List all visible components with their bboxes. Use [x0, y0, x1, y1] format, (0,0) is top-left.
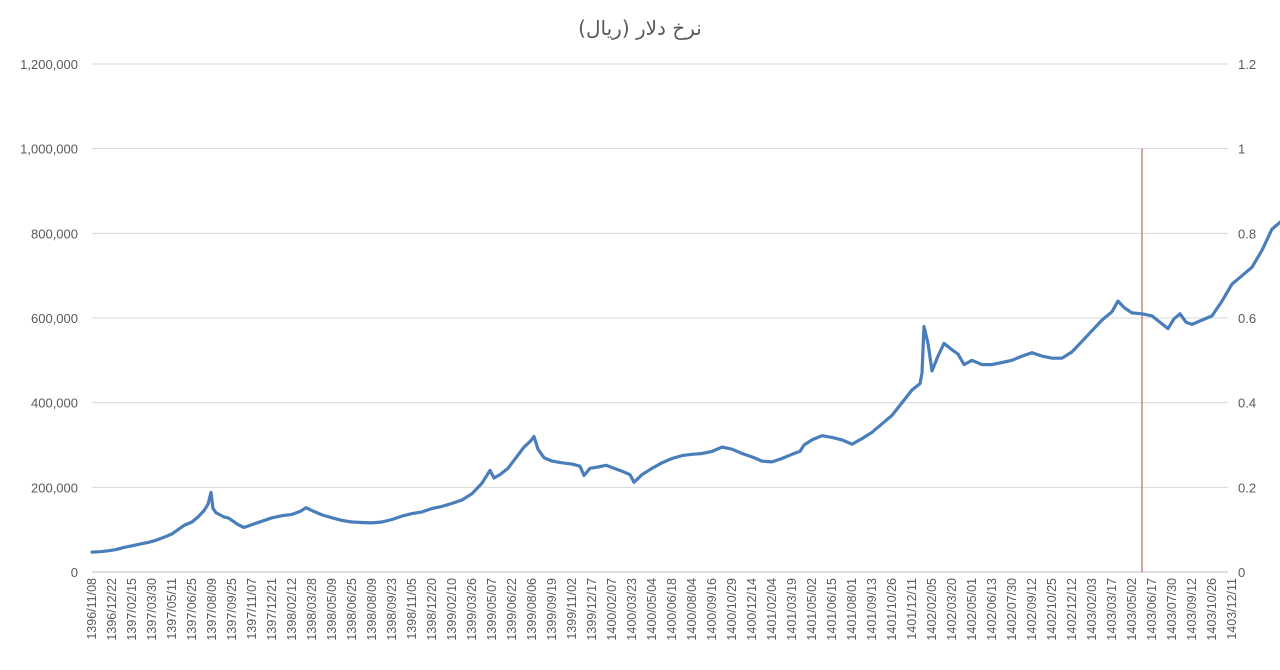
- x-tick-label: 1400/09/16: [705, 578, 719, 641]
- x-tick-label: 1397/03/30: [145, 578, 159, 641]
- chart-title: نرخ دلار (ریال): [578, 16, 702, 40]
- series-line-usd-rate: [90, 220, 1280, 554]
- y-tick-label: 600,000: [31, 311, 78, 326]
- x-tick-label: 1400/06/18: [665, 578, 679, 641]
- x-tick-label: 1402/07/30: [1005, 578, 1019, 641]
- x-tick-label: 1398/09/23: [385, 578, 399, 641]
- x-tick-label: 1402/12/12: [1065, 578, 1079, 641]
- y-tick-label: 0: [71, 565, 78, 580]
- y-tick-label: 200,000: [31, 480, 78, 495]
- x-tick-label: 1402/03/20: [945, 578, 959, 641]
- x-tick-label: 1401/03/19: [785, 578, 799, 641]
- x-tick-label: 1401/02/04: [765, 578, 779, 641]
- y2-tick-label: 0.4: [1238, 396, 1256, 411]
- x-tick-label: 1399/05/07: [485, 578, 499, 641]
- x-tick-label: 1400/03/23: [625, 578, 639, 641]
- x-tick-label: 1401/10/26: [885, 578, 899, 641]
- x-tick-label: 1402/06/13: [985, 578, 999, 641]
- y-tick-label: 1,000,000: [20, 142, 78, 157]
- y-tick-label: 800,000: [31, 226, 78, 241]
- y2-tick-label: 0.6: [1238, 311, 1256, 326]
- x-tick-label: 1397/06/25: [185, 578, 199, 641]
- x-tick-label: 1401/12/11: [905, 578, 919, 640]
- x-tick-label: 1403/12/11: [1225, 578, 1239, 640]
- x-tick-label: 1401/06/15: [825, 578, 839, 641]
- x-tick-label: 1400/08/04: [685, 578, 699, 641]
- y2-tick-label: 0.2: [1238, 480, 1256, 495]
- x-tick-label: 1397/11/07: [245, 578, 259, 640]
- x-tick-label: 1400/05/04: [645, 578, 659, 641]
- y-tick-label: 1,200,000: [20, 57, 78, 72]
- x-tick-label: 1397/02/15: [125, 578, 139, 641]
- x-tick-label: 1403/10/26: [1205, 578, 1219, 641]
- y2-tick-label: 0.8: [1238, 226, 1256, 241]
- x-tick-label: 1403/06/17: [1145, 578, 1159, 641]
- y2-tick-label: 1: [1238, 142, 1245, 157]
- x-tick-label: 1398/05/09: [325, 578, 339, 641]
- x-tick-label: 1402/05/01: [965, 578, 979, 641]
- x-tick-label: 1397/05/11: [165, 578, 179, 640]
- y2-tick-label: 1.2: [1238, 57, 1256, 72]
- x-tick-label: 1403/07/30: [1165, 578, 1179, 641]
- x-tick-label: 1402/10/25: [1045, 578, 1059, 641]
- x-tick-label: 1400/10/29: [725, 578, 739, 641]
- x-tick-label: 1399/06/22: [505, 578, 519, 641]
- x-tick-label: 1396/12/22: [105, 578, 119, 641]
- x-tick-label: 1401/05/02: [805, 578, 819, 641]
- x-tick-label: 1401/08/01: [845, 578, 859, 641]
- x-tick-label: 1403/05/02: [1125, 578, 1139, 641]
- x-tick-label: 1399/09/19: [545, 578, 559, 641]
- x-tick-label: 1401/09/13: [865, 578, 879, 641]
- x-tick-label: 1402/02/05: [925, 578, 939, 641]
- x-tick-label: 1397/08/09: [205, 578, 219, 641]
- x-tick-label: 1399/12/17: [585, 578, 599, 641]
- x-tick-label: 1403/03/17: [1105, 578, 1119, 641]
- x-tick-label: 1402/09/12: [1025, 578, 1039, 641]
- x-tick-label: 1398/08/09: [365, 578, 379, 641]
- x-tick-label: 1403/02/03: [1085, 578, 1099, 641]
- x-tick-label: 1403/09/12: [1185, 578, 1199, 641]
- x-tick-label: 1397/12/21: [265, 578, 279, 641]
- x-tick-label: 1398/03/28: [305, 578, 319, 641]
- x-tick-label: 1399/08/06: [525, 578, 539, 641]
- x-tick-label: 1400/02/07: [605, 578, 619, 641]
- x-tick-label: 1397/09/25: [225, 578, 239, 641]
- x-tick-label: 1399/02/10: [445, 578, 459, 641]
- x-tick-label: 1398/11/05: [405, 578, 419, 640]
- x-tick-label: 1398/02/12: [285, 578, 299, 641]
- y-tick-label: 400,000: [31, 396, 78, 411]
- x-tick-label: 1400/12/14: [745, 578, 759, 641]
- x-tick-label: 1396/11/08: [85, 578, 99, 640]
- x-tick-label: 1398/12/20: [425, 578, 439, 641]
- x-tick-label: 1399/03/26: [465, 578, 479, 641]
- x-tick-label: 1399/11/02: [565, 578, 579, 640]
- x-tick-label: 1398/06/25: [345, 578, 359, 641]
- y2-tick-label: 0: [1238, 565, 1245, 580]
